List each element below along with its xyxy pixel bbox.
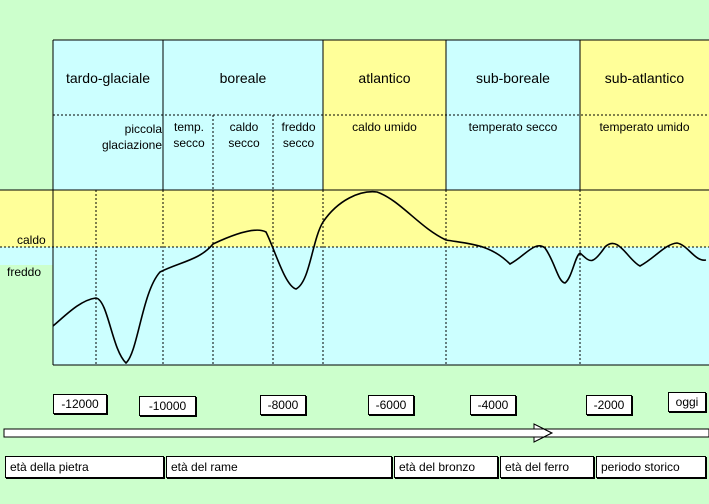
date-box-4000: -4000: [470, 395, 516, 415]
freddo-line1: freddo: [281, 120, 316, 134]
period-boreale: boreale: [219, 70, 267, 86]
age-rame: età del rame: [166, 456, 392, 478]
warm-band: [0, 190, 709, 247]
time-arrow: [3, 423, 709, 443]
subperiod-caldo-umido: caldo umido: [352, 120, 417, 134]
period-tardo-glaciale: tardo-glaciale: [65, 70, 151, 86]
age-ferro: età del ferro: [500, 456, 594, 478]
age-periodo-storico: periodo storico: [596, 456, 706, 478]
date-box-2000: -2000: [586, 395, 632, 415]
caldo-line1: caldo: [229, 120, 259, 134]
subperiod-freddo-secco: freddo secco: [274, 119, 323, 151]
piccola-line1: piccola: [124, 122, 162, 136]
age-pietra: età della pietra: [5, 456, 164, 478]
date-box-oggi: oggi: [668, 392, 706, 412]
freddo-line2: secco: [282, 136, 315, 150]
date-box-10000: -10000: [139, 396, 196, 416]
subperiod-caldo-secco: caldo secco: [215, 119, 273, 151]
subperiod-temperato-secco: temperato secco: [468, 120, 558, 134]
date-box-8000: -8000: [260, 395, 306, 415]
cold-lower-band: [53, 265, 709, 365]
period-sub-boreale: sub-boreale: [476, 70, 550, 86]
label-freddo: freddo: [7, 265, 42, 279]
label-caldo: caldo: [17, 233, 46, 247]
temperature-curve: [52, 190, 707, 365]
period-atlantico: atlantico: [358, 70, 411, 86]
temp-line1: temp.: [173, 120, 204, 134]
period-sub-atlantico: sub-atlantico: [604, 70, 685, 86]
date-box-6000: -6000: [368, 395, 414, 415]
subperiod-temperato-umido: temperato umido: [599, 120, 690, 134]
cold-band: [0, 247, 709, 265]
subperiod-piccola-glaciazione: piccola glaciazione: [80, 121, 162, 153]
date-box-12000: -12000: [53, 394, 107, 414]
temp-line2: secco: [173, 136, 205, 150]
caldo-line2: secco: [228, 136, 260, 150]
age-bronzo: età del bronzo: [394, 456, 498, 478]
subperiod-temp-secco: temp. secco: [165, 119, 213, 151]
piccola-line2: glaciazione: [101, 138, 162, 152]
